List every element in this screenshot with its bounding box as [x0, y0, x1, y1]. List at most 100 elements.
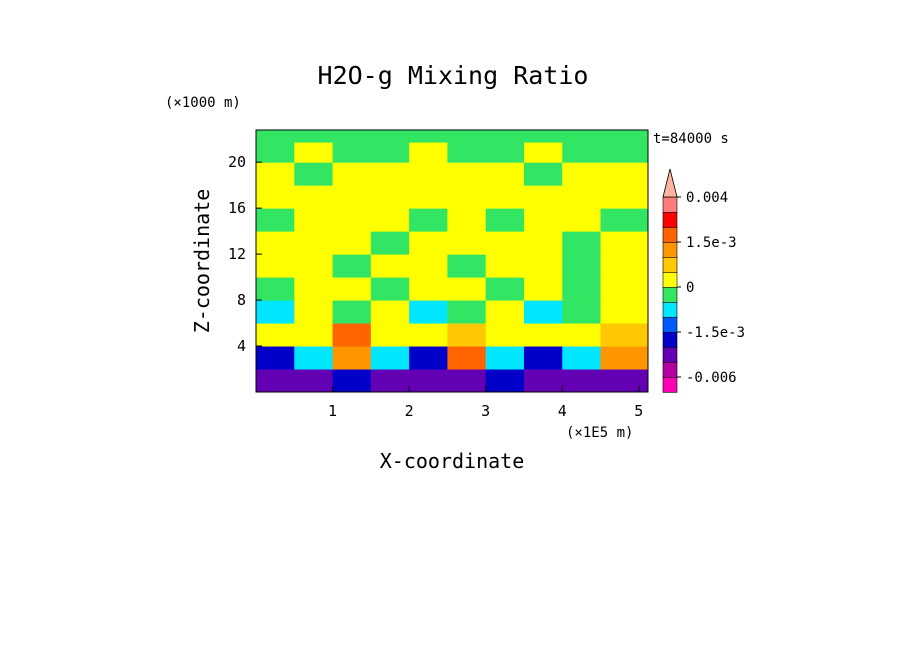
heatmap-cell — [294, 369, 334, 393]
colorbar-segment — [662, 361, 678, 378]
heatmap-cell — [485, 277, 525, 301]
heatmap-cell — [485, 346, 525, 370]
heatmap-cell — [447, 369, 487, 393]
x-tick-label: 4 — [558, 402, 567, 420]
heatmap-cell — [332, 208, 372, 232]
heatmap-cell — [485, 300, 525, 324]
colorbar-segment — [662, 316, 678, 333]
colorbar-label: -1.5e-3 — [686, 325, 745, 341]
heatmap-cell — [562, 254, 602, 278]
colorbar-segment — [662, 271, 678, 288]
heatmap-cell — [370, 254, 410, 278]
heatmap-cell — [332, 231, 372, 255]
heatmap-cell — [332, 185, 372, 209]
heatmap-cell — [409, 277, 448, 301]
colorbar-segment — [662, 196, 678, 213]
heatmap-cell — [294, 142, 334, 163]
heatmap-cell — [485, 323, 525, 347]
heatmap-cell — [370, 369, 410, 393]
heatmap-cell — [332, 369, 372, 393]
y-tick-label: 20 — [228, 153, 246, 171]
heatmap-cell — [370, 185, 410, 209]
colorbar-segment — [662, 301, 678, 318]
x-tick-label: 2 — [405, 402, 414, 420]
heatmap-cell — [485, 142, 525, 163]
y-tick-label: 8 — [237, 291, 246, 309]
heatmap-cell — [447, 162, 487, 186]
x-axis-label: X-coordinate — [380, 449, 525, 473]
y-tick-label: 16 — [228, 199, 246, 217]
heatmap-cell — [294, 277, 334, 301]
heatmap-cell — [370, 323, 410, 347]
x-ticks: 1 2 3 4 5 — [328, 386, 643, 420]
heatmap-cell — [600, 142, 649, 163]
heatmap-cell — [447, 130, 487, 143]
heatmap-cell — [256, 323, 295, 347]
heatmap-cell — [562, 231, 602, 255]
heatmap-cell — [294, 208, 334, 232]
heatmap-cell — [485, 185, 525, 209]
heatmap-cell — [523, 231, 563, 255]
heatmap-cell — [370, 208, 410, 232]
heatmap-cell — [447, 208, 487, 232]
heatmap-cell — [370, 130, 410, 143]
colorbar-segment — [662, 226, 678, 243]
heatmap-cell — [409, 162, 448, 186]
heatmap-cell — [332, 142, 372, 163]
heatmap-cell — [600, 254, 649, 278]
colorbar-arrow — [662, 168, 678, 198]
time-label: t=84000 s — [653, 131, 729, 147]
y-tick-label: 4 — [237, 337, 246, 355]
x-tick-label: 3 — [481, 402, 490, 420]
heatmap-cell — [294, 185, 334, 209]
colorbar-label: 1.5e-3 — [686, 235, 737, 251]
heatmap-cell — [409, 369, 448, 393]
heatmap-cell — [523, 208, 563, 232]
heatmap-cell — [523, 369, 563, 393]
heatmap-cell — [485, 208, 525, 232]
heatmap-cell — [562, 208, 602, 232]
heatmap-cell — [600, 277, 649, 301]
heatmap-cell — [600, 300, 649, 324]
heatmap-cell — [523, 254, 563, 278]
heatmap-cell — [523, 346, 563, 370]
heatmap-cell — [447, 185, 487, 209]
colorbar-segment — [662, 346, 678, 363]
heatmap-cell — [562, 323, 602, 347]
heatmap-cell — [447, 254, 487, 278]
heatmap-cell — [447, 277, 487, 301]
heatmap-cell — [485, 162, 525, 186]
heatmap-cell — [294, 162, 334, 186]
x-tick-label: 1 — [328, 402, 337, 420]
heatmap-cell — [332, 162, 372, 186]
colorbar-segment — [662, 331, 678, 348]
heatmap-cell — [447, 142, 487, 163]
heatmap-cell — [294, 254, 334, 278]
colorbar-label: -0.006 — [686, 370, 737, 386]
y-tick-label: 12 — [228, 245, 246, 263]
heatmap-cell — [485, 254, 525, 278]
heatmap-cell — [447, 300, 487, 324]
heatmap-cell — [523, 300, 563, 324]
heatmap-cell — [600, 346, 649, 370]
heatmap-cell — [294, 300, 334, 324]
heatmap-cell — [600, 208, 649, 232]
heatmap-cell — [600, 231, 649, 255]
y-axis-unit: (×1000 m) — [165, 95, 241, 111]
heatmap-cell — [562, 185, 602, 209]
heatmap-cell — [332, 277, 372, 301]
plot-frame — [255, 129, 649, 393]
heatmap-cell — [600, 369, 649, 393]
heatmap-area — [256, 130, 649, 393]
heatmap-cell — [332, 254, 372, 278]
colorbar-segment — [662, 286, 678, 303]
heatmap-cell — [562, 130, 602, 143]
heatmap-cell — [447, 323, 487, 347]
heatmap-cell — [256, 277, 295, 301]
heatmap-cell — [409, 346, 448, 370]
colorbar-labels: 0.004 1.5e-3 0 -1.5e-3 -0.006 — [677, 190, 745, 386]
heatmap-cell — [370, 162, 410, 186]
heatmap-cell — [523, 277, 563, 301]
heatmap-cell — [562, 277, 602, 301]
heatmap-cell — [600, 185, 649, 209]
